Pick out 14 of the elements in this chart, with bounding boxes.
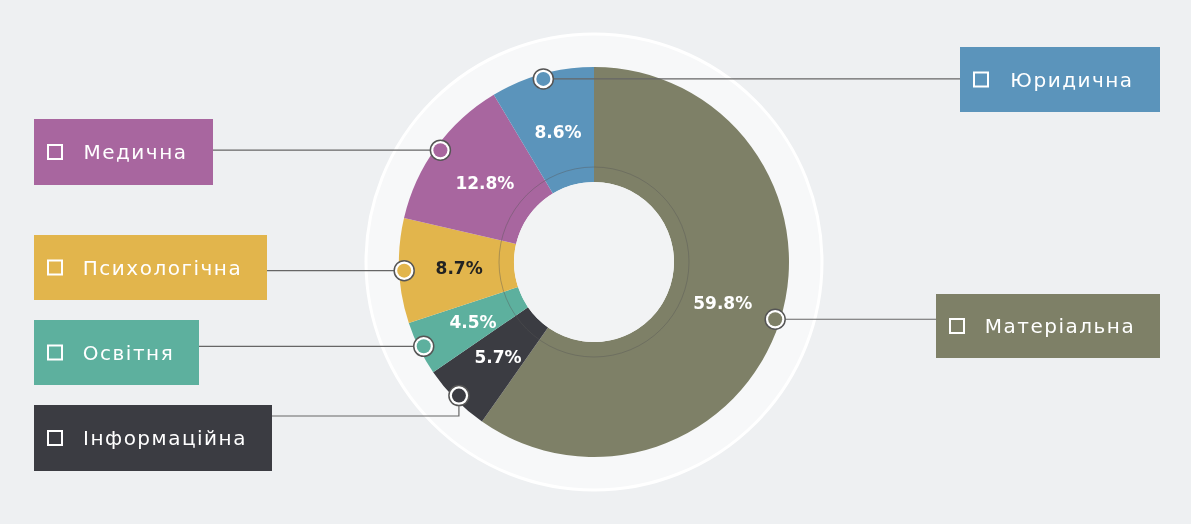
- legend-label: Медична: [83, 140, 188, 164]
- data-label: 4.5%: [449, 311, 497, 332]
- legend-label: Психологічна: [82, 255, 243, 280]
- legend-label: Інформаційна: [83, 426, 247, 450]
- data-label: 5.7%: [474, 346, 522, 367]
- legend-label: Юридична: [1010, 67, 1134, 92]
- data-label: 59.8%: [693, 292, 753, 313]
- data-label: 12.8%: [455, 172, 515, 193]
- donut-slice: [433, 307, 549, 422]
- donut-slice: [408, 287, 529, 373]
- data-label: 8.7%: [435, 258, 483, 279]
- data-label: 8.6%: [534, 121, 582, 142]
- legend-label: Матеріальна: [984, 314, 1136, 338]
- legend-label: Освітня: [82, 340, 175, 365]
